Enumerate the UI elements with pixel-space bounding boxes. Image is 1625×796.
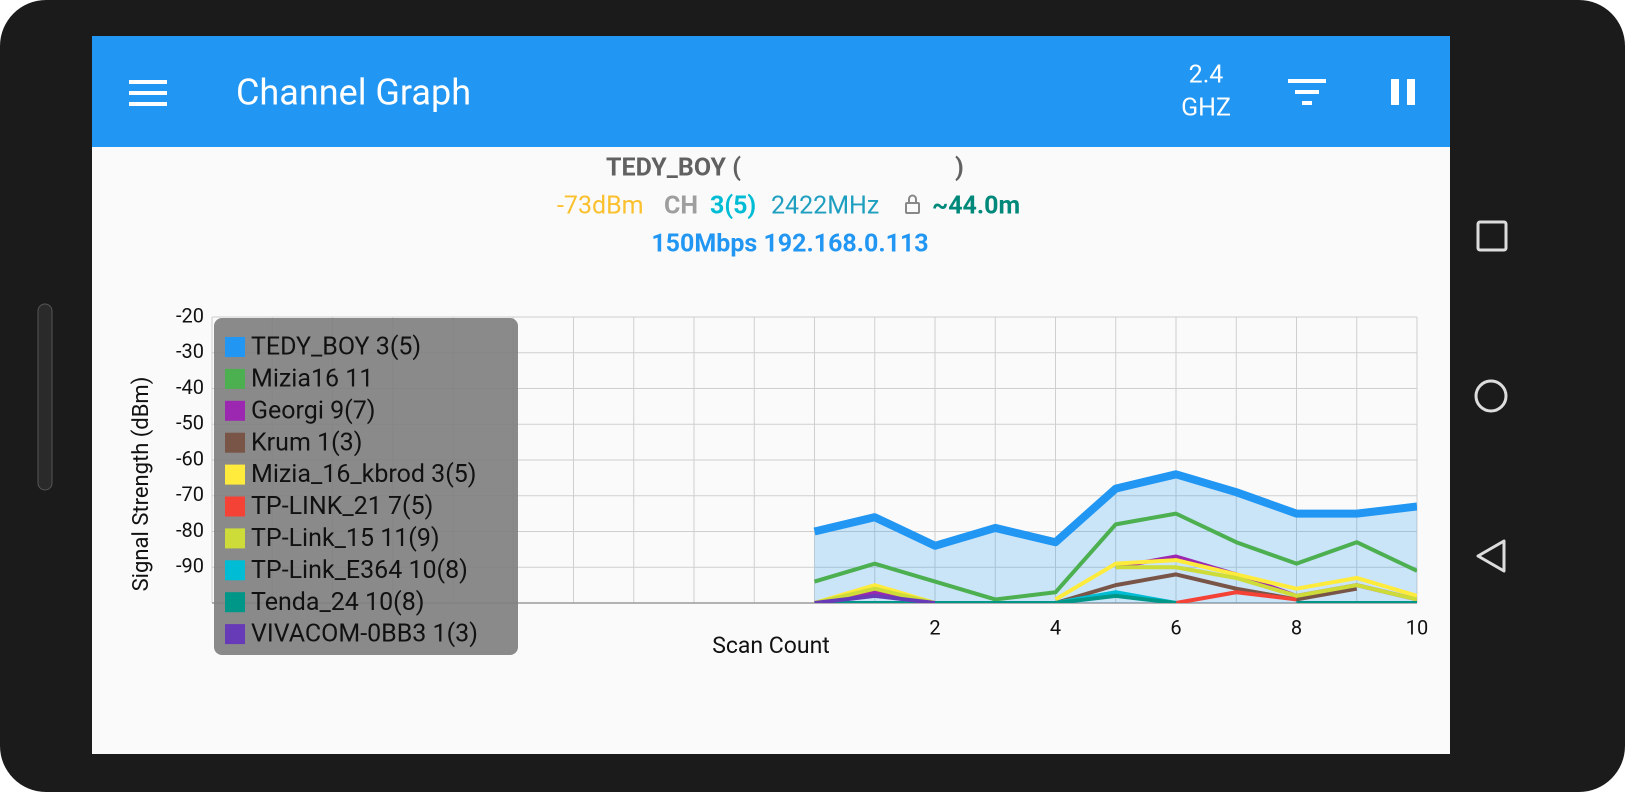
lock-icon	[905, 194, 920, 214]
legend-label: TP-Link_E364 10(8)	[251, 556, 468, 585]
y-tick-label: -30	[176, 339, 204, 363]
x-tick-label: 8	[1291, 615, 1302, 639]
x-tick-label: 4	[1050, 615, 1061, 639]
legend-label: Mizia_16_kbrod 3(5)	[251, 460, 477, 489]
channel-label: CH	[664, 192, 698, 221]
pause-button[interactable]	[1391, 79, 1415, 105]
back-button[interactable]	[1476, 539, 1506, 573]
legend-label: TP-LINK_21 7(5)	[251, 492, 433, 521]
band-button[interactable]: 2.4	[1189, 61, 1224, 90]
x-axis-title: Scan Count	[712, 632, 830, 659]
frequency: 2422MHz	[771, 192, 879, 221]
y-axis-title: Signal Strength (dBm)	[129, 377, 154, 592]
y-tick-label: -80	[176, 518, 204, 542]
recents-button[interactable]	[1476, 220, 1508, 252]
band-button-unit[interactable]: GHZ	[1181, 94, 1231, 123]
app-bar	[92, 36, 1450, 147]
legend-label: VIVACOM-0BB3 1(3)	[251, 620, 478, 649]
legend-label: TP-Link_15 11(9)	[251, 524, 440, 553]
distance: ~44.0m	[932, 192, 1020, 221]
legend-swatch	[225, 624, 245, 645]
channel: 3(5)	[710, 192, 756, 221]
link-info: 150Mbps 192.168.0.113	[651, 230, 928, 259]
legend-label: Tenda_24 10(8)	[251, 588, 424, 617]
side-button	[37, 303, 53, 491]
app-title: Channel Graph	[236, 72, 471, 114]
signal: -73dBm	[557, 192, 644, 221]
legend-swatch	[225, 496, 245, 517]
plot	[813, 470, 1417, 603]
signal-line	[814, 593, 936, 603]
legend-swatch	[225, 432, 245, 453]
legend-label: Krum 1(3)	[251, 428, 362, 457]
legend-swatch	[225, 528, 245, 549]
legend-swatch	[225, 368, 245, 389]
ssid: TEDY_BOY (	[606, 154, 741, 183]
legend-swatch	[225, 560, 245, 581]
home-button[interactable]	[1474, 379, 1508, 413]
legend-label: Mizia16 11	[251, 365, 373, 394]
filter-button[interactable]	[1288, 79, 1326, 105]
menu-button[interactable]	[129, 80, 167, 106]
y-tick-label: -70	[176, 482, 204, 506]
x-tick-label: 6	[1170, 615, 1181, 639]
signal-line	[814, 593, 1417, 603]
y-tick-label: -90	[176, 554, 204, 578]
legend-label: Georgi 9(7)	[251, 396, 375, 425]
y-tick-label: -20	[176, 303, 204, 327]
signal-line	[813, 470, 1417, 550]
legend-swatch	[225, 400, 245, 421]
legend-box	[214, 318, 518, 655]
signal-line	[1054, 572, 1358, 603]
legend-swatch	[225, 464, 245, 485]
x-tick-label: 2	[929, 615, 940, 639]
ssid-close: )	[955, 154, 964, 183]
y-tick-label: -50	[176, 411, 204, 435]
legend-swatch	[225, 337, 245, 357]
signal-line	[813, 511, 1417, 602]
legend-swatch	[225, 592, 245, 613]
y-tick-label: -40	[176, 375, 204, 399]
y-tick-label: -60	[176, 446, 204, 470]
legend-label: TEDY_BOY 3(5)	[251, 333, 421, 362]
signal-line	[1175, 590, 1297, 603]
x-tick-label: 10	[1406, 615, 1428, 639]
signal-line	[814, 565, 1417, 603]
